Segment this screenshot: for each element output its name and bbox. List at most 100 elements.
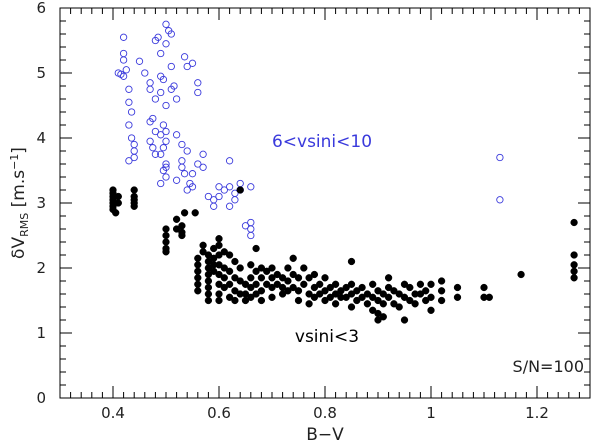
point-fast-rotator [135,57,144,65]
point-slow-rotator [400,293,409,301]
point-slow-rotator [369,293,377,301]
point-slow-rotator [215,251,223,259]
point-slow-rotator [114,192,122,201]
point-slow-rotator [236,186,244,194]
point-slow-rotator [220,248,228,256]
point-fast-rotator [127,108,136,116]
point-slow-rotator [199,241,207,249]
point-slow-rotator [178,222,186,230]
point-fast-rotator [130,153,138,162]
point-slow-rotator [294,287,303,295]
point-fast-rotator [172,131,181,139]
point-slow-rotator [194,287,202,295]
point-slow-rotator [204,290,213,298]
point-slow-rotator [194,267,202,275]
point-fast-rotator [125,85,133,93]
point-slow-rotator [363,300,372,308]
point-slow-rotator [273,270,281,279]
point-slow-rotator [257,274,266,282]
point-slow-rotator [331,280,340,288]
point-fast-rotator [162,173,170,181]
point-slow-rotator [321,287,329,295]
point-fast-rotator [183,147,191,155]
y-tick-label: 2 [36,259,46,277]
point-slow-rotator [231,296,239,305]
point-slow-rotator [358,283,366,292]
y-tick-label: 4 [36,129,46,147]
point-slow-rotator [331,290,340,298]
point-fast-rotator [151,150,160,158]
point-slow-rotator [220,283,228,292]
data-points [109,20,578,324]
point-slow-rotator [427,293,435,301]
point-slow-rotator [236,264,244,272]
point-slow-rotator [427,280,435,288]
point-fast-rotator [130,147,138,155]
point-fast-rotator [180,53,189,61]
point-slow-rotator [268,293,276,301]
point-slow-rotator [384,283,393,292]
point-slow-rotator [384,293,393,301]
point-slow-rotator [194,280,202,288]
point-slow-rotator [294,274,303,282]
point-slow-rotator [358,293,366,301]
point-fast-rotator [236,179,244,188]
point-slow-rotator [570,218,578,227]
point-slow-rotator [263,280,271,288]
point-slow-rotator [194,261,202,269]
point-slow-rotator [305,274,313,282]
point-fast-rotator [162,40,170,48]
point-slow-rotator [517,270,525,279]
point-slow-rotator [406,296,414,305]
axis-ticks [59,7,591,399]
point-slow-rotator [480,283,488,292]
point-fast-rotator [162,20,170,28]
point-slow-rotator [247,293,255,301]
point-fast-rotator [167,85,175,93]
point-fast-rotator [210,202,218,210]
point-slow-rotator [395,290,403,298]
x-tick-label: 0.8 [313,404,337,422]
point-slow-rotator [252,267,260,275]
point-fast-rotator [188,183,197,191]
point-slow-rotator [194,254,202,262]
point-fast-rotator [157,150,165,158]
point-slow-rotator [215,261,223,269]
point-fast-rotator [127,134,136,142]
point-slow-rotator [225,293,234,301]
point-slow-rotator [231,287,239,295]
point-slow-rotator [215,296,223,305]
point-fast-rotator [194,79,202,87]
point-slow-rotator [162,248,170,256]
y-tick-label: 1 [36,324,46,342]
point-fast-rotator [225,183,234,191]
point-slow-rotator [247,283,255,292]
point-slow-rotator [289,283,297,292]
point-fast-rotator [188,170,197,178]
x-tick-label: 0.4 [101,404,125,422]
point-slow-rotator [215,235,223,243]
point-fast-rotator [151,127,160,136]
point-fast-rotator [157,131,165,139]
point-fast-rotator [157,49,165,58]
point-slow-rotator [215,270,223,279]
y-tick-label: 0 [36,389,46,407]
annotation-snr: S/N=100 [513,357,584,376]
point-fast-rotator [204,192,213,201]
point-fast-rotator [149,144,157,152]
annotation-fast-rotators: 6<vsini<10 [272,132,372,152]
point-fast-rotator [225,202,234,210]
point-fast-rotator [183,186,191,194]
point-slow-rotator [316,290,324,298]
point-slow-rotator [321,296,329,305]
point-fast-rotator [180,170,189,178]
point-fast-rotator [159,144,168,152]
point-slow-rotator [284,264,292,272]
point-slow-rotator [570,274,578,282]
point-fast-rotator [151,95,160,103]
point-slow-rotator [199,248,207,256]
x-tick-label: 1 [426,404,436,422]
x-axis-label: B−V [306,425,344,445]
point-slow-rotator [257,264,266,272]
point-fast-rotator [119,49,128,58]
